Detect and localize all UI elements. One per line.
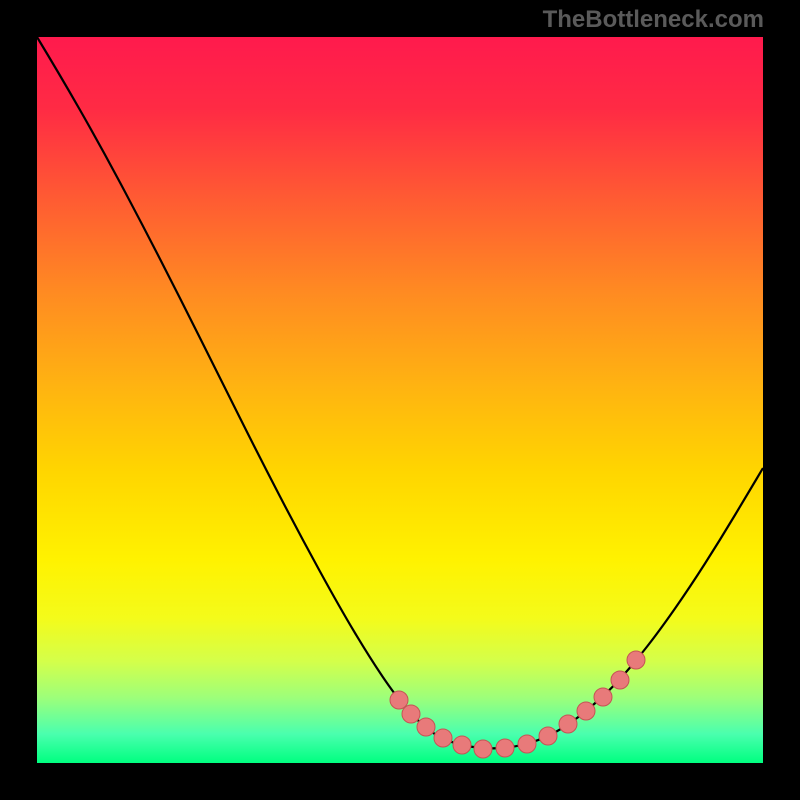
data-marker: [390, 691, 408, 709]
data-marker: [434, 729, 452, 747]
data-marker: [453, 736, 471, 754]
data-marker: [611, 671, 629, 689]
chart-root: TheBottleneck.com: [0, 0, 800, 800]
performance-curve: [37, 37, 763, 748]
data-marker: [539, 727, 557, 745]
data-marker: [559, 715, 577, 733]
plot-area: [37, 37, 763, 763]
markers-group: [390, 651, 645, 758]
data-marker: [402, 705, 420, 723]
data-marker: [577, 702, 595, 720]
chart-svg: [0, 0, 800, 800]
data-marker: [518, 735, 536, 753]
data-marker: [474, 740, 492, 758]
watermark-text: TheBottleneck.com: [543, 6, 764, 34]
data-marker: [417, 718, 435, 736]
data-marker: [496, 739, 514, 757]
data-marker: [627, 651, 645, 669]
data-marker: [594, 688, 612, 706]
